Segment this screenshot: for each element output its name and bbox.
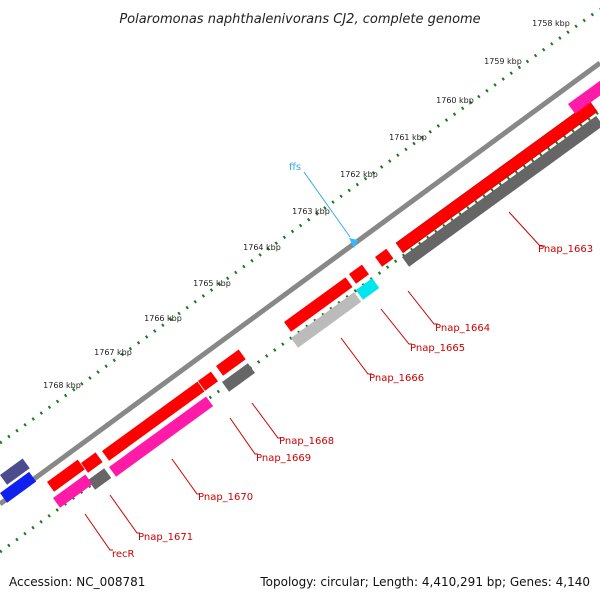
gene-label-pnap-1669: Pnap_1669 xyxy=(256,453,311,464)
map-title: Polaromonas naphthalenivorans CJ2, compl… xyxy=(119,12,480,27)
gene-feature-left-navy xyxy=(0,458,30,485)
accession-text: Accession: NC_008781 xyxy=(9,575,145,589)
tick-label: 1759 kbp xyxy=(484,57,522,66)
ffs-label: ffs xyxy=(289,162,301,173)
tick-label: 1761 kbp xyxy=(389,133,427,142)
gene-feature-lightgray-1666 xyxy=(291,292,362,348)
gene-feature-cyan-1665 xyxy=(356,278,380,300)
gene-feature-pnap-1671 xyxy=(81,452,103,473)
tick-label: 1760 kbp xyxy=(436,96,474,105)
gene-feature-pnap-1665 xyxy=(349,264,369,284)
gene-label-pnap-1671: Pnap_1671 xyxy=(138,532,193,543)
gene-feature-gray-1663 xyxy=(402,115,600,267)
gene-feature-magenta-1670 xyxy=(109,396,214,477)
tick-label: 1758 kbp xyxy=(532,19,570,28)
tick-label: 1763 kbp xyxy=(292,207,330,216)
genome-summary-text: Topology: circular; Length: 4,410,291 bp… xyxy=(259,575,590,589)
gene-feature-gray-1671 xyxy=(88,468,112,490)
gene-label-leaders xyxy=(84,211,545,551)
gene-feature-pnap-1670 xyxy=(102,381,205,461)
gene-feature-pnap-1663 xyxy=(395,101,598,254)
genome-backbone xyxy=(0,60,600,507)
outer-tick-ring xyxy=(0,7,600,445)
gene-feature-pnap-1664 xyxy=(375,248,394,267)
gene-label-pnap-1665: Pnap_1665 xyxy=(410,343,465,354)
gene-label-pnap-1663: Pnap_1663 xyxy=(538,244,593,255)
gene-feature-pnap-1669 xyxy=(198,371,218,391)
tick-label: 1762 kbp xyxy=(340,170,378,179)
tick-label: 1767 kbp xyxy=(94,348,132,357)
gene-label-pnap-1668: Pnap_1668 xyxy=(279,436,334,447)
forward-strand-features xyxy=(0,101,598,492)
gene-label-recr: recR xyxy=(112,549,135,560)
gene-label-pnap-1666: Pnap_1666 xyxy=(369,373,424,384)
tick-label: 1765 kbp xyxy=(193,279,231,288)
gene-feature-recr xyxy=(47,459,85,492)
gene-feature-magenta-top xyxy=(568,79,600,114)
ffs-leader-line xyxy=(303,171,351,238)
gene-feature-left-blue xyxy=(0,471,37,503)
gene-label-pnap-1670: Pnap_1670 xyxy=(198,492,253,503)
tick-label: 1766 kbp xyxy=(144,314,182,323)
tick-label: 1764 kbp xyxy=(243,243,281,252)
gene-label-pnap-1664: Pnap_1664 xyxy=(435,323,490,334)
gene-feature-magenta-recr xyxy=(53,474,93,508)
inner-tick-ring xyxy=(0,109,600,554)
gene-feature-gray-1668 xyxy=(222,363,255,392)
ffs-rna-feature xyxy=(349,238,358,248)
gene-feature-pnap-1668 xyxy=(216,349,246,376)
gene-feature-pnap-1666 xyxy=(284,277,353,332)
cog-feature-row xyxy=(0,79,600,508)
tick-label: 1768 kbp xyxy=(43,381,81,390)
